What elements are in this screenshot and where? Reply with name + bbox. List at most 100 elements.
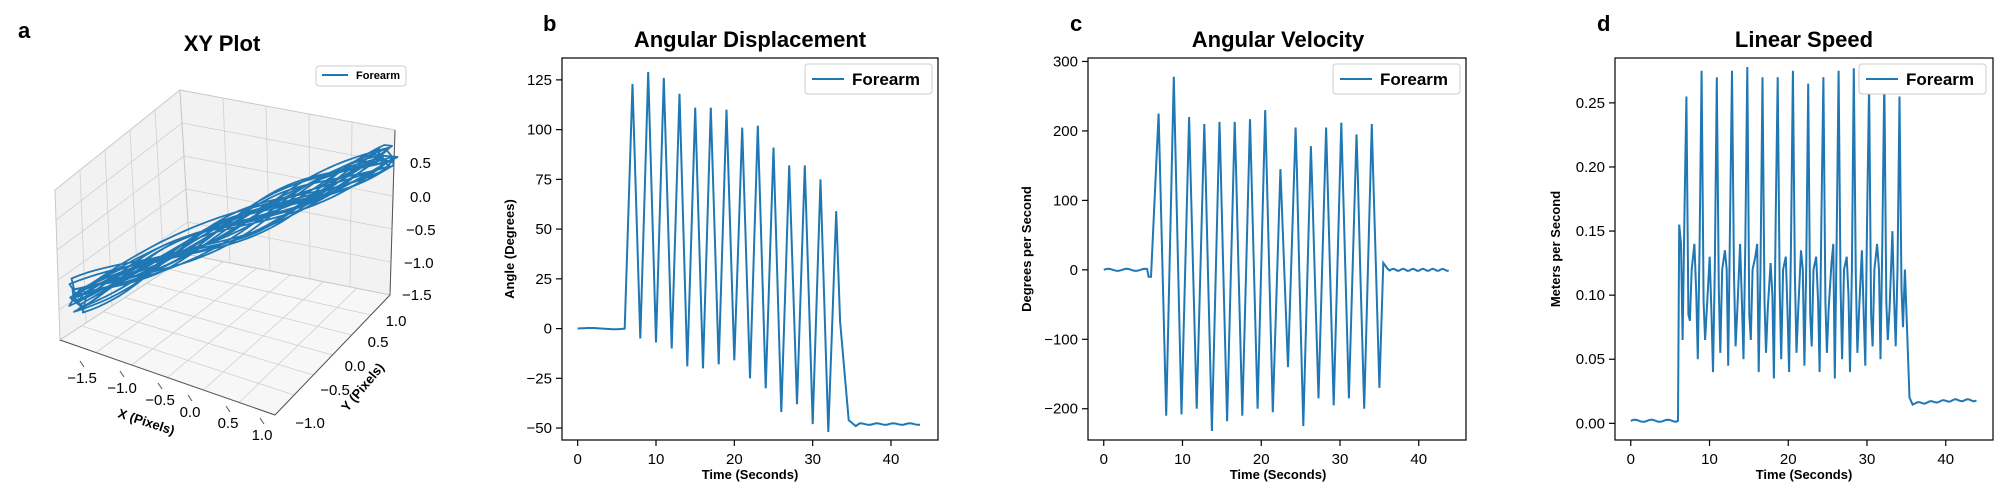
y-tick-label: 50 bbox=[535, 221, 552, 238]
x-tick-label: 0 bbox=[1627, 451, 1635, 468]
z-tick-label: 0.0 bbox=[410, 189, 431, 206]
legend-label: Forearm bbox=[1906, 70, 1974, 89]
panel-a-xy-plot: a XY Plot −1.5−1.0−0.50.00.51.0−1.0−0.50… bbox=[18, 18, 436, 444]
panel-letter-b: b bbox=[543, 11, 556, 36]
legend-angular-velocity: Forearm bbox=[1332, 63, 1461, 95]
y-tick-label: 25 bbox=[535, 271, 552, 288]
grid-line bbox=[238, 288, 357, 403]
legend-xy-plot: Forearm bbox=[315, 65, 407, 87]
y-tick-label: −100 bbox=[1044, 331, 1078, 348]
y-tick-label: 100 bbox=[527, 122, 552, 139]
y-tick-label: 0.15 bbox=[1576, 223, 1605, 240]
z-tick-label: −1.5 bbox=[402, 287, 432, 304]
x-tick-label: 20 bbox=[1253, 451, 1270, 468]
x-tick-label: 30 bbox=[1332, 451, 1349, 468]
legend-label: Forearm bbox=[1380, 70, 1448, 89]
x-tick-label: 20 bbox=[1780, 451, 1797, 468]
y-tick-label: 75 bbox=[535, 171, 552, 188]
x-tick-mark bbox=[157, 382, 163, 390]
y-tick-label: 100 bbox=[1053, 192, 1078, 209]
y-tick-label: 125 bbox=[527, 72, 552, 89]
grid-line bbox=[56, 155, 185, 251]
y-tick-label: 0 bbox=[544, 321, 552, 338]
x-tick-label: −0.5 bbox=[145, 392, 175, 409]
plot-frame bbox=[561, 57, 939, 441]
legend-linear-speed: Forearm bbox=[1858, 63, 1987, 95]
y-tick-label: 1.0 bbox=[386, 313, 407, 330]
y-tick-label: 0.20 bbox=[1576, 159, 1605, 176]
x-tick-label: 30 bbox=[804, 451, 821, 468]
y-tick-label: 300 bbox=[1053, 53, 1078, 70]
tick-labels: 0 10 20 30 40 −50 −25 0 25 50 75 100 125 bbox=[527, 72, 900, 468]
x-tick-label: 10 bbox=[1174, 451, 1191, 468]
series-line-forearm bbox=[1630, 66, 1977, 423]
y-tick-label: 0.05 bbox=[1576, 351, 1605, 368]
chart-title-angular-velocity: Angular Velocity bbox=[1192, 27, 1365, 52]
y-axis-label: Angle (Degrees) bbox=[502, 199, 517, 299]
panel-letter-c: c bbox=[1070, 11, 1082, 36]
panel-d-linear-speed: d Linear Speed 0 10 20 30 40 0.00 0.05 0.10 0.15… bbox=[1548, 11, 1994, 482]
legend-label: Forearm bbox=[356, 70, 400, 82]
x-tick-mark bbox=[225, 405, 231, 413]
x-tick-label: 0.5 bbox=[218, 415, 239, 432]
x-tick-label: 20 bbox=[726, 451, 743, 468]
y-tick-label: 0.00 bbox=[1576, 415, 1605, 432]
grid-line bbox=[57, 188, 187, 281]
x-axis-line bbox=[59, 339, 276, 416]
panel-c-angular-velocity: c Angular Velocity 0 10 20 30 40 −200 −100 0 100… bbox=[1019, 11, 1467, 482]
panel-b-angular-displacement: b Angular Displacement 0 10 20 30 40 −50 −25 0 2… bbox=[502, 11, 939, 482]
panel-letter-d: d bbox=[1597, 11, 1610, 36]
grid-line bbox=[265, 105, 271, 272]
y-tick-label: 0 bbox=[1070, 262, 1078, 279]
y-tick-label: 0.25 bbox=[1576, 95, 1605, 112]
x-tick-mark bbox=[79, 360, 85, 368]
grid-line bbox=[55, 122, 183, 221]
x-tick-label: −1.5 bbox=[67, 370, 97, 387]
grid-line bbox=[183, 155, 394, 197]
grid-line bbox=[349, 121, 353, 288]
legend-box bbox=[804, 63, 933, 95]
x-tick-label: 0 bbox=[573, 451, 581, 468]
y-tick-label: 0.5 bbox=[368, 334, 389, 351]
x-tick-label: 40 bbox=[883, 451, 900, 468]
x-tick-label: 1.0 bbox=[252, 427, 273, 444]
y-tick-label: −25 bbox=[527, 370, 552, 387]
x-tick-label: −1.0 bbox=[107, 380, 137, 397]
chart-title-xy-plot: XY Plot bbox=[184, 31, 261, 56]
y-tick-label: −200 bbox=[1044, 401, 1078, 418]
x-tick-label: 0.0 bbox=[180, 404, 201, 421]
legend-angular-displacement: Forearm bbox=[804, 63, 933, 95]
x-tick-mark bbox=[259, 417, 265, 425]
x-tick-label: 40 bbox=[1937, 451, 1954, 468]
y-axis-label: Meters per Second bbox=[1548, 191, 1563, 307]
y-axis-label: Degrees per Second bbox=[1019, 186, 1034, 312]
x-axis-label: Time (Seconds) bbox=[1756, 467, 1853, 482]
plot-frame bbox=[1087, 57, 1467, 441]
y-tick-label: −50 bbox=[527, 420, 552, 437]
y-tick-label: −0.5 bbox=[320, 382, 350, 399]
xy-3d-axes: −1.5 −1.0 −0.5 0.0 0.5 1.0 −1.0 −0.5 0.0 0.5 1.0 0.… bbox=[54, 89, 436, 444]
z-tick-label: −0.5 bbox=[406, 222, 436, 239]
legend-box bbox=[315, 65, 407, 87]
z-tick-label: −1.0 bbox=[404, 255, 434, 272]
x-tick-label: 40 bbox=[1410, 451, 1427, 468]
chart-title-linear-speed: Linear Speed bbox=[1735, 27, 1873, 52]
x-tick-label: 10 bbox=[648, 451, 665, 468]
x-axis-label: Time (Seconds) bbox=[702, 467, 799, 482]
tick-labels: 0 10 20 30 40 −200 −100 0 100 200 300 bbox=[1044, 53, 1427, 468]
legend-label: Forearm bbox=[852, 70, 920, 89]
legend-box bbox=[1858, 63, 1987, 95]
z-tick-label: 0.5 bbox=[410, 155, 431, 172]
legend-box bbox=[1332, 63, 1461, 95]
y-tick-label: 0.10 bbox=[1576, 287, 1605, 304]
x-tick-label: 0 bbox=[1100, 451, 1108, 468]
plot-frame bbox=[1614, 57, 1994, 441]
y-tick-label: −1.0 bbox=[295, 415, 325, 432]
y-axis-line bbox=[274, 294, 391, 416]
x-tick-label: 10 bbox=[1701, 451, 1718, 468]
x-axis-label: Time (Seconds) bbox=[1230, 467, 1327, 482]
x-axis-label: X (Pixels) bbox=[116, 406, 176, 438]
x-tick-label: 30 bbox=[1859, 451, 1876, 468]
series-line-forearm bbox=[68, 144, 399, 314]
